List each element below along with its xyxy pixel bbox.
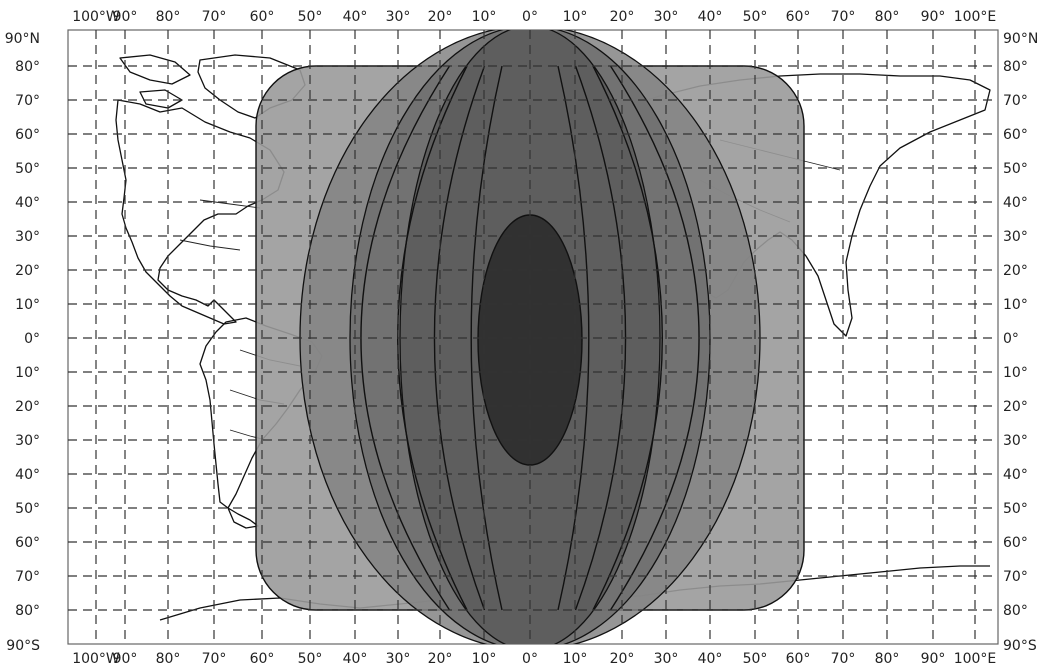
arctic-islands-outline [119,54,191,109]
longitude-label: 90° [921,9,946,25]
longitude-label: 80° [875,651,900,667]
longitude-label: 90° [921,651,946,667]
longitude-label: 80° [875,9,900,25]
longitude-label: 20° [428,651,453,667]
latitude-labels-left: 90°N 80° 70° 60° 50° 40° 30° 20° 10° 0° 10° 20° 30° 4… [5,31,40,654]
latitude-label: 70° [15,93,40,109]
latitude-label: 70° [1003,569,1028,585]
latitude-label: 70° [15,569,40,585]
longitude-label: 80° [156,651,181,667]
latitude-labels-right: 90°N 80° 70° 60° 50° 40° 30° 20° 10° 0° 10° 20° 30° 4… [1003,31,1038,654]
latitude-label: 40° [15,467,40,483]
latitude-label: 50° [1003,161,1028,177]
latitude-label: 60° [15,535,40,551]
longitude-label: 40° [698,9,723,25]
longitude-label: 100°E [954,651,997,667]
latitude-label: 30° [15,433,40,449]
latitude-label: 90°S [6,638,40,654]
longitude-label: 20° [610,9,635,25]
latitude-label: 20° [1003,399,1028,415]
longitude-label: 100°W [72,9,120,25]
longitude-label: 70° [831,651,856,667]
longitude-label: 30° [654,651,679,667]
latitude-label: 10° [1003,297,1028,313]
latitude-label: 60° [15,127,40,143]
longitude-label: 60° [250,651,275,667]
latitude-label: 40° [15,195,40,211]
latitude-label: 90°N [1003,31,1038,47]
longitude-label: 20° [610,651,635,667]
longitude-label: 50° [743,651,768,667]
longitude-label: 40° [343,9,368,25]
longitude-label: 70° [831,9,856,25]
latitude-label: 20° [1003,263,1028,279]
latitude-label: 0° [1003,331,1019,347]
longitude-label: 30° [386,9,411,25]
longitude-label: 50° [298,9,323,25]
latitude-label: 80° [1003,59,1028,75]
longitude-label: 80° [156,9,181,25]
latitude-label: 70° [1003,93,1028,109]
tierra-del-fuego-outline [227,507,259,529]
latitude-label: 10° [1003,365,1028,381]
longitude-label: 90° [113,9,138,25]
longitude-label: 30° [654,9,679,25]
longitude-label: 70° [202,651,227,667]
latitude-label: 30° [15,229,40,245]
longitude-label: 60° [786,651,811,667]
longitude-label: 100°E [954,9,997,25]
longitude-labels-bottom: 100°W90° 80° 70° 60° 50° 40° 30° 20° 10° 0° 10° 20°… [72,651,996,667]
coverage-meridian [470,65,503,611]
longitude-label: 10° [472,9,497,25]
latitude-label: 50° [15,501,40,517]
latitude-label: 90°S [1003,638,1037,654]
latitude-label: 60° [1003,127,1028,143]
longitude-label: 0° [522,651,538,667]
longitude-label: 60° [250,9,275,25]
longitude-label: 0° [522,9,538,25]
latitude-label: 10° [15,297,40,313]
latitude-label: 90°N [5,31,40,47]
longitude-label: 10° [563,9,588,25]
latitude-label: 50° [15,161,40,177]
coverage-meridian [557,65,590,611]
latitude-label: 80° [15,59,40,75]
longitude-label: 70° [202,9,227,25]
longitude-label: 90° [113,651,138,667]
longitude-label: 100°W [72,651,120,667]
longitude-label: 10° [472,651,497,667]
longitude-labels-top: 100°W90° 80° 70° 60° 50° 40° 30° 20° 10° 0° 10° 20°… [72,9,996,25]
longitude-label: 50° [743,9,768,25]
latitude-label: 40° [1003,467,1028,483]
longitude-label: 50° [298,651,323,667]
latitude-label: 30° [1003,433,1028,449]
latitude-label: 20° [15,399,40,415]
graticule [68,30,998,644]
longitude-label: 30° [386,651,411,667]
latitude-label: 10° [15,365,40,381]
longitude-label: 10° [563,651,588,667]
latitude-label: 20° [15,263,40,279]
latitude-label: 40° [1003,195,1028,211]
longitude-label: 20° [428,9,453,25]
latitude-label: 80° [1003,603,1028,619]
longitude-label: 60° [786,9,811,25]
latitude-label: 60° [1003,535,1028,551]
longitude-label: 40° [343,651,368,667]
latitude-label: 80° [15,603,40,619]
latitude-label: 30° [1003,229,1028,245]
latitude-label: 0° [24,331,40,347]
coverage-meridian [592,65,663,611]
longitude-label: 40° [698,651,723,667]
latitude-label: 50° [1003,501,1028,517]
